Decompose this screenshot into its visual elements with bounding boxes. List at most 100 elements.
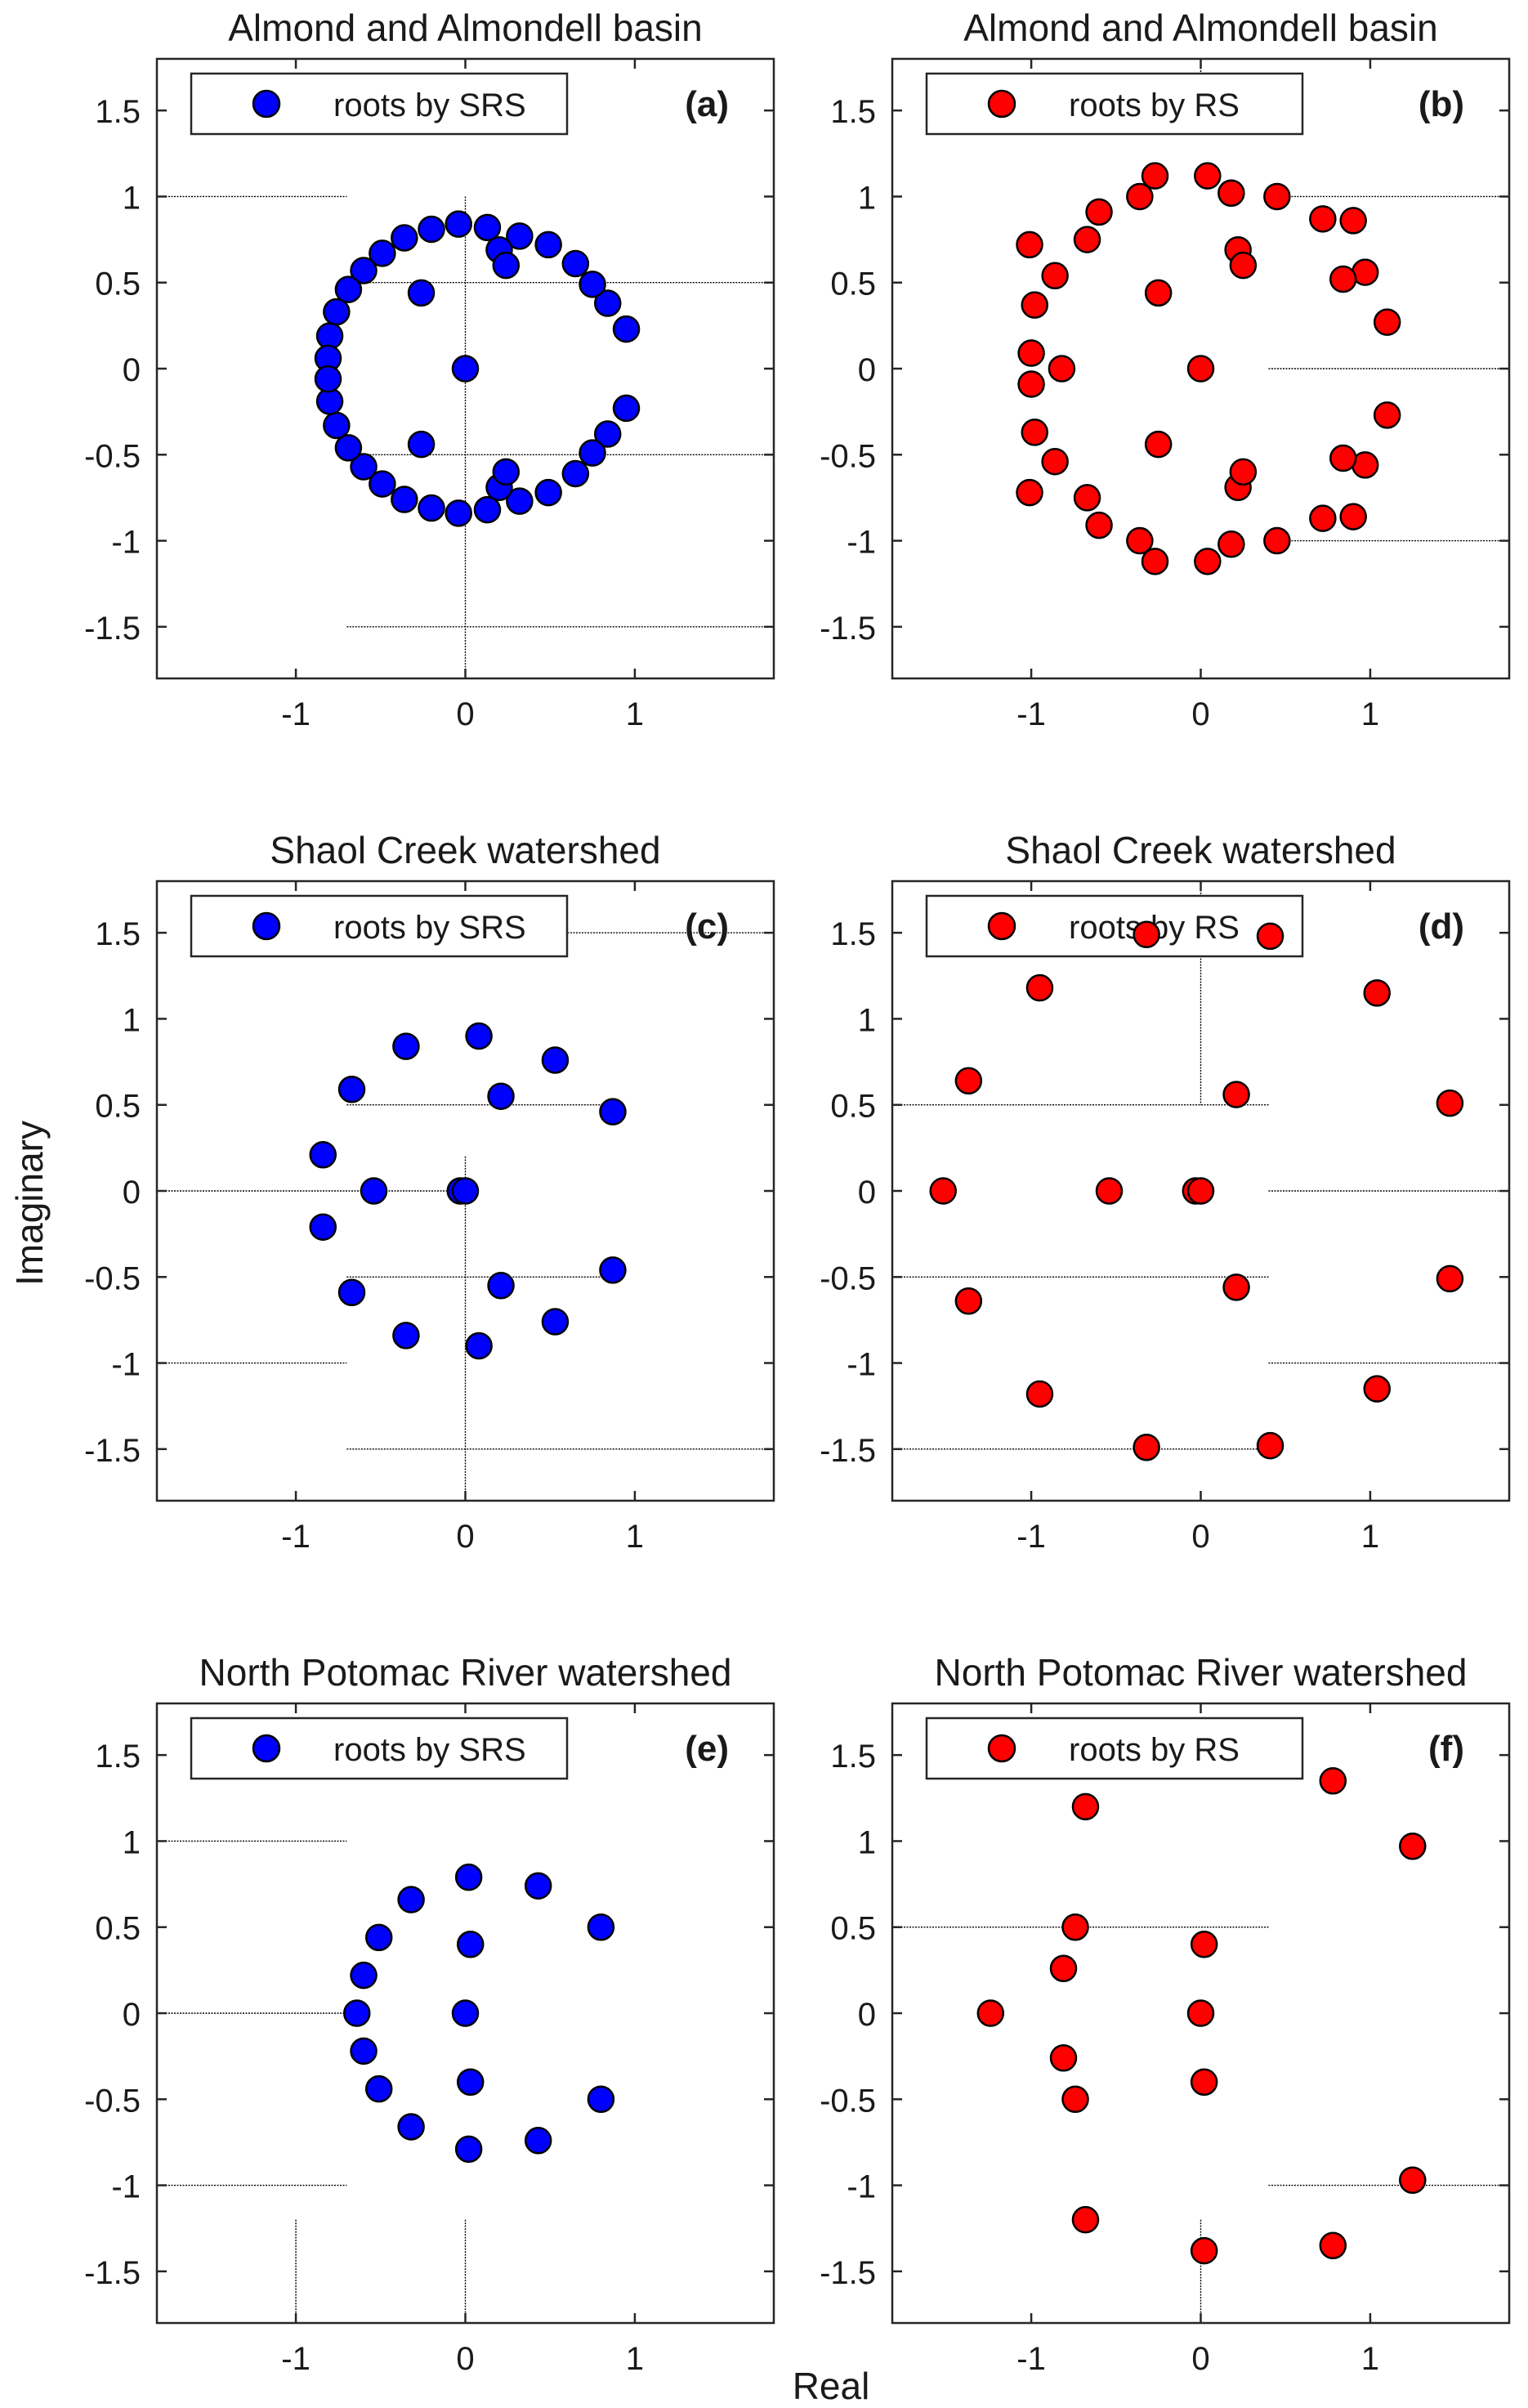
y-tick-label: -1 [111, 1347, 141, 1383]
panel-label: (b) [1419, 84, 1464, 124]
legend: roots by SRS [190, 1716, 569, 1780]
root-point [392, 1322, 420, 1349]
y-tick-label: 1.5 [95, 1739, 141, 1775]
data-points [929, 920, 1464, 1461]
root-point [309, 1213, 337, 1241]
x-tick-label: -1 [281, 696, 311, 732]
y-tick-label: 0 [123, 352, 141, 388]
root-point [391, 486, 418, 513]
root-point [369, 470, 396, 498]
root-point [369, 239, 396, 267]
y-tick-label: 1.5 [95, 94, 141, 130]
root-point [334, 434, 363, 462]
chart-title: Almond and Almondell basin [963, 7, 1437, 49]
legend-label: roots by SRS [333, 1732, 526, 1768]
root-point [1021, 418, 1048, 446]
root-point [364, 2075, 393, 2103]
guide-lines [157, 1840, 467, 2323]
root-point [1194, 162, 1222, 190]
legend: roots by SRS [190, 72, 569, 136]
root-point [1073, 484, 1101, 512]
root-point [579, 271, 606, 298]
root-point [350, 2037, 378, 2066]
root-point [593, 289, 622, 317]
root-point [1256, 1431, 1285, 1460]
root-point [397, 1886, 425, 1913]
root-point [1071, 2205, 1100, 2234]
x-tick-label: 0 [456, 2341, 474, 2377]
root-point [1073, 226, 1101, 253]
root-point [364, 1923, 393, 1952]
x-axis-label: Real [793, 2365, 870, 2407]
root-point [561, 459, 590, 488]
y-tick-label: 1.5 [830, 1739, 876, 1775]
x-tick-label: 1 [626, 696, 644, 732]
root-point [506, 487, 534, 515]
root-point [1194, 548, 1222, 575]
root-point [1085, 198, 1113, 226]
legend-label: roots by SRS [333, 910, 526, 946]
root-point [1126, 182, 1154, 211]
y-tick-label: 1.5 [830, 94, 876, 130]
root-point [541, 1308, 570, 1336]
y-tick-label: 0 [858, 1997, 876, 2033]
root-point [465, 1332, 493, 1360]
root-point [487, 1272, 515, 1300]
root-point [492, 251, 521, 280]
legend-label: roots by RS [1069, 1732, 1240, 1768]
panel-f: 1.5 1 0.5 0 -0.5 -1 -1.5 -1 0 1 North Potomac Rive… [820, 1651, 1511, 2377]
root-point [1126, 526, 1154, 555]
root-point [360, 1177, 388, 1205]
legend: roots by RS [925, 1716, 1304, 1780]
chart-title: Shaol Creek watershed [1005, 829, 1396, 871]
y-tick-label: -0.5 [84, 1260, 141, 1296]
legend-marker [987, 1734, 1016, 1763]
root-point [1339, 207, 1367, 235]
root-point [1339, 503, 1367, 530]
root-point [1263, 182, 1291, 211]
root-point [314, 365, 342, 393]
panel-label: (f) [1428, 1729, 1464, 1769]
x-tick-label: 1 [1361, 2341, 1379, 2377]
root-point [337, 1076, 366, 1103]
root-point [1319, 2231, 1347, 2259]
root-point [1222, 1273, 1250, 1301]
root-point [534, 231, 562, 259]
root-point [1186, 1999, 1215, 2027]
root-point [343, 1999, 371, 2027]
root-point [1144, 430, 1173, 459]
root-point [1217, 530, 1245, 558]
root-point [1309, 205, 1337, 233]
root-point [612, 315, 641, 343]
x-tick-label: 0 [456, 1519, 474, 1555]
y-tick-label: 1 [858, 180, 876, 216]
root-point [1363, 1375, 1391, 1403]
root-point [451, 1999, 480, 2027]
root-point [451, 1177, 480, 1205]
data-points [976, 1767, 1427, 2265]
x-tick-label: -1 [1016, 2341, 1046, 2377]
root-point [1049, 2043, 1078, 2072]
x-tick-label: 0 [1191, 2341, 1209, 2377]
y-tick-label: 1 [123, 1824, 141, 1860]
y-tick-label: 0.5 [95, 266, 141, 302]
x-tick-label: 1 [1361, 1519, 1379, 1555]
root-point [456, 2068, 485, 2096]
root-point [1229, 251, 1258, 280]
legend: roots by RS [925, 72, 1304, 136]
y-tick-label: 1.5 [830, 916, 876, 952]
root-point [1373, 401, 1401, 429]
y-tick-label: -0.5 [84, 2083, 141, 2119]
x-tick-label: 0 [1191, 1519, 1209, 1555]
root-point [1041, 262, 1069, 290]
root-point [1186, 355, 1215, 383]
root-point [1329, 444, 1357, 472]
root-point [1071, 1793, 1100, 1821]
root-point [445, 499, 472, 527]
legend-marker [252, 911, 281, 941]
panel-c: 1.5 1 0.5 0 -0.5 -1 -1.5 -1 0 1 Shaol Creek waters… [84, 829, 775, 1555]
root-point [492, 458, 521, 486]
root-point [1373, 308, 1401, 336]
root-point [418, 215, 445, 244]
panel-a: 1.5 1 0.5 0 -0.5 -1 -1.5 -1 0 1 Almond and Almonde… [84, 7, 775, 732]
